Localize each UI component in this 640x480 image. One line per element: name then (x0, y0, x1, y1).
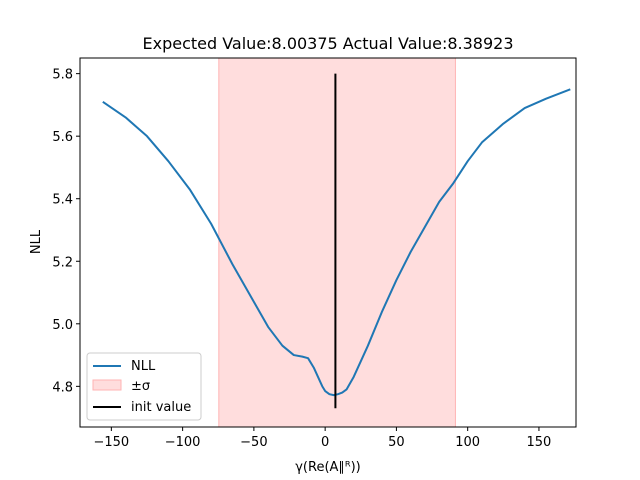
y-tick-label: 5.2 (52, 255, 73, 270)
legend-sigma-swatch (92, 379, 122, 391)
x-ticks: −150 −100 −50 0 50 100 150 (93, 427, 551, 450)
y-tick-label: 5.0 (52, 318, 73, 333)
x-tick-label: −100 (165, 435, 201, 450)
x-tick-label: −50 (240, 435, 267, 450)
x-tick-label: −150 (93, 435, 129, 450)
y-axis-label: NLL (29, 229, 44, 254)
x-tick-label: 50 (388, 435, 405, 450)
legend: NLL ±σ init value (86, 352, 202, 421)
legend-nll-label: NLL (131, 359, 156, 374)
x-tick-label: 150 (527, 435, 552, 450)
legend-init-value-label: init value (131, 400, 191, 415)
plot-frame (79, 57, 577, 428)
y-tick-label: 5.4 (52, 193, 73, 208)
legend-sigma-label: ±σ (131, 379, 150, 394)
chart-title: Expected Value:8.00375 Actual Value:8.38… (142, 34, 513, 53)
sigma-band (218, 57, 456, 428)
x-tick-label: 100 (455, 435, 480, 450)
sigma-band-layer (218, 57, 456, 428)
x-tick-label: 0 (321, 435, 329, 450)
legend-box (86, 352, 202, 421)
series-line-nll (102, 88, 571, 397)
y-tick-label: 4.8 (52, 380, 73, 395)
y-ticks: 4.8 5.0 5.2 5.4 5.6 5.8 (52, 68, 80, 395)
y-tick-label: 5.8 (52, 68, 73, 83)
x-axis-label: γ(Re(A∥ᴿ)) (295, 460, 361, 475)
series-layer (102, 88, 571, 397)
y-tick-label: 5.6 (52, 130, 73, 145)
